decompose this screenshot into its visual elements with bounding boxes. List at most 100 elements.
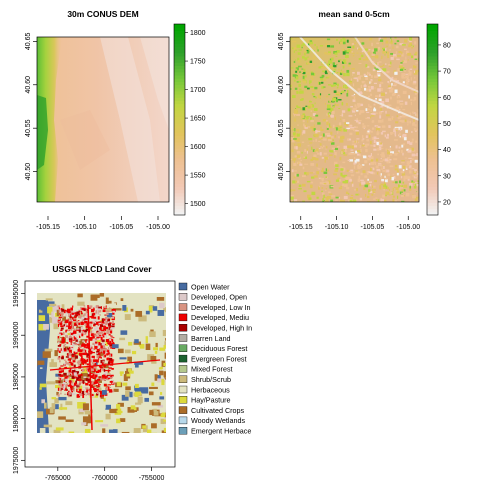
sand-cell [340,165,342,168]
sand-cell [392,46,394,49]
nlcd-urban-cell [80,328,83,331]
sand-cell [335,164,339,167]
sand-cell [400,62,403,65]
nlcd-urban-cell [63,344,65,349]
sand-cell [412,122,415,126]
nlcd-hay [153,347,159,351]
sand-cell [351,183,354,187]
sand-cell [412,174,414,177]
sand-cell [319,93,322,96]
sand-cell [362,138,365,140]
nlcd-cell [120,298,124,302]
nlcd-cell [127,378,137,382]
sand-cell [335,199,338,201]
sand-cell [298,188,303,190]
nlcd-urban-cell [83,358,86,361]
sand-cell [351,95,355,97]
nlcd-urban-cell [63,347,66,350]
nlcd-urban-cell [71,375,75,379]
sand-cell [320,77,324,81]
nlcd-urban-cell [85,393,87,396]
sand-cell [349,126,354,130]
nlcd-urban-cell [87,306,91,309]
sand-cell [401,200,405,202]
nlcd-urban-cell [83,376,87,379]
sand-cell [300,118,304,120]
sand-cell [412,195,416,199]
sand-cell [342,181,347,184]
nlcd-urban-cell [92,309,95,312]
nlcd-urban-cell [94,337,98,341]
nlcd-urban-cell [109,307,111,310]
sand-cell [369,89,372,92]
sand-cell [294,173,297,177]
sand-cell [295,129,300,132]
sand-cell [370,108,372,112]
sand-cell [377,163,382,165]
sand-cell [306,87,310,90]
colorbar-cell [427,62,438,66]
colorbar-cell [427,36,438,41]
nlcd-urban-cell [81,366,84,369]
sand-cell [309,117,312,121]
nlcd-cell [54,385,61,389]
nlcd-urban-cell [57,348,59,352]
sand-cell [373,103,375,106]
nlcd-urban-cell [68,337,73,341]
nlcd-urban-cell [104,334,106,337]
nlcd-urban-cell [104,319,108,321]
nlcd-urban-cell [66,349,68,353]
sand-cell [402,165,406,169]
colorbar-cell [427,103,438,108]
sand-cell [401,74,405,78]
sand-cell [368,129,370,132]
nlcd-urban-cell [100,348,102,352]
sand-cell [344,54,349,58]
sand-cell [338,59,342,61]
sand-cell [385,110,387,114]
nlcd-urban-cell [61,378,65,381]
sand-cell [325,188,327,190]
sand-cell [325,189,327,191]
nlcd-urban-cell [103,347,106,349]
sand-cell [314,108,318,112]
nlcd-urban-cell [90,350,93,354]
sand-cell [379,160,383,162]
sand-cell [323,194,325,198]
nlcd-cell [61,304,65,310]
sand-cell [381,198,385,202]
nlcd-urban-cell [106,352,109,356]
nlcd-urban-cell [106,375,110,377]
sand-cell [343,128,345,132]
sand-cell [307,194,311,199]
colorbar-cell [427,148,438,152]
sand-cell [407,73,412,76]
nlcd-urban-cell [86,353,90,356]
nlcd-urban-cell [87,378,91,382]
colorbar-cell [427,100,438,105]
nlcd-urban-cell [60,390,62,392]
sand-cell [366,172,369,175]
sand-cell [390,41,393,45]
sand-cell [343,151,346,155]
nlcd-lake [152,306,158,311]
sand-cell [409,200,411,202]
sand-cell [313,63,315,66]
nlcd-urban-cell [98,334,102,337]
sand-cell [329,141,333,143]
sand-cell [388,125,391,128]
nlcd-urban-cell [59,360,61,363]
sand-cell [353,145,358,148]
sand-cell [318,177,322,179]
nlcd-urban-cell [104,316,109,320]
nlcd-cell [57,337,66,344]
sand-cell [374,67,376,70]
sand-cell [401,44,406,46]
nlcd-urban-cell [78,374,81,377]
sand-cell [354,160,357,164]
sand-cell [377,126,381,128]
sand-cell [293,60,296,63]
nlcd-urban-cell [64,376,68,379]
nlcd-cell [153,411,159,416]
